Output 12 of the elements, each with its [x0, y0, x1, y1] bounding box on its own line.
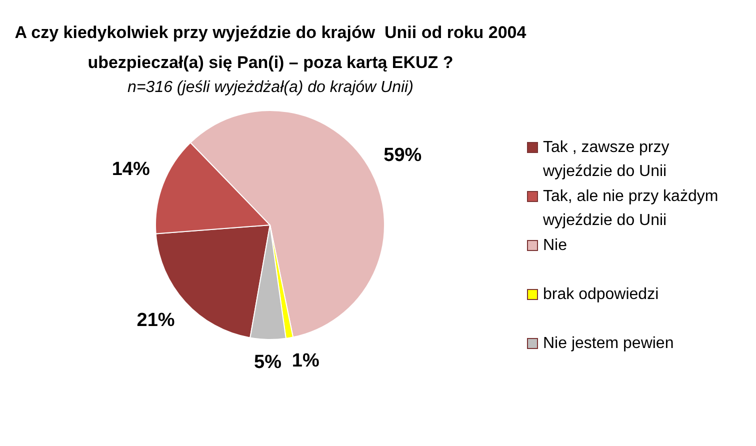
legend-label: Tak, ale nie przy każdym wyjeździe do Unii — [543, 187, 720, 231]
data-label: 21% — [136, 310, 175, 332]
legend-label: Nie — [543, 236, 568, 256]
legend-label: Nie jestem pewien — [543, 334, 675, 354]
data-label: 1% — [292, 350, 320, 372]
data-label: 14% — [112, 159, 150, 180]
data-label: 59% — [384, 144, 422, 166]
chart-subtitle: n=316 (jeśli wyjeżdżał(a) do krajów Unii) — [126, 78, 414, 98]
data-label: 5% — [254, 352, 282, 374]
legend-label: brak odpowiedzi — [543, 285, 660, 305]
chart-title: A czy kiedykolwiek przy wyjeździe do krajów Unii od roku 2004 ubezpieczał(a) się Pan(i) – poza kartą EKUZ ? — [14, 22, 528, 74]
legend-label: Tak , zawsze przy wyjeździe do Unii — [543, 138, 670, 182]
